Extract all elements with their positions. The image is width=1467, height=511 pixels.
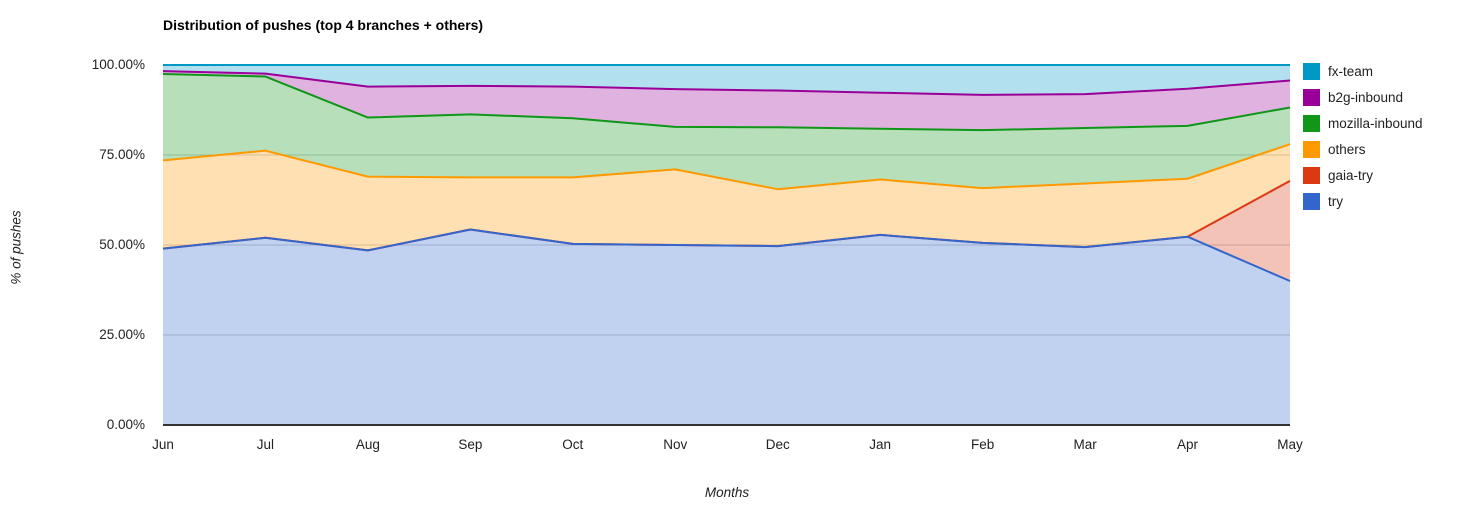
legend-label: b2g-inbound bbox=[1328, 90, 1404, 105]
x-tick-label: Mar bbox=[1073, 437, 1097, 452]
line-try bbox=[162, 228, 1291, 282]
area-others bbox=[163, 144, 1290, 251]
area-mozilla-inbound bbox=[163, 74, 1290, 190]
x-tick-label: Jan bbox=[869, 437, 892, 452]
x-tick-label: May bbox=[1277, 437, 1303, 452]
line-others bbox=[162, 143, 1291, 191]
x-axis-title: Months bbox=[704, 485, 750, 500]
stacked-area-plot bbox=[162, 64, 1291, 426]
legend-label: others bbox=[1328, 142, 1366, 157]
area-try bbox=[163, 229, 1290, 425]
x-tick-label: Dec bbox=[765, 437, 790, 452]
legend-item-fx-team: fx-team bbox=[1303, 63, 1423, 80]
legend: fx-team b2g-inbound mozilla-inbound others g… bbox=[1303, 63, 1423, 219]
legend-swatch-b2g-inbound bbox=[1303, 89, 1320, 106]
legend-label: mozilla-inbound bbox=[1328, 116, 1423, 131]
y-tick-label: 0.00% bbox=[106, 417, 145, 432]
legend-label: try bbox=[1328, 194, 1343, 209]
y-tick-label: 75.00% bbox=[99, 147, 145, 162]
legend-label: gaia-try bbox=[1328, 168, 1374, 183]
legend-swatch-fx-team bbox=[1303, 63, 1320, 80]
line-mozilla-inbound bbox=[162, 73, 1291, 132]
legend-item-mozilla-inbound: mozilla-inbound bbox=[1303, 115, 1423, 132]
area-fx-team bbox=[163, 65, 1290, 95]
x-tick-label: Jul bbox=[256, 437, 275, 452]
y-tick-label: 25.00% bbox=[99, 327, 145, 342]
area-b2g-inbound bbox=[163, 71, 1290, 131]
x-tick-label: Sep bbox=[458, 437, 483, 452]
legend-item-gaia-try: gaia-try bbox=[1303, 167, 1423, 184]
x-tick-label: Aug bbox=[355, 437, 380, 452]
x-tick-label: Oct bbox=[562, 437, 584, 452]
x-tick-label: Nov bbox=[663, 437, 688, 452]
x-tick-label: Apr bbox=[1177, 437, 1199, 452]
legend-item-b2g-inbound: b2g-inbound bbox=[1303, 89, 1423, 106]
chart-title: Distribution of pushes (top 4 branches +… bbox=[163, 17, 484, 33]
y-axis-title: % of pushes bbox=[8, 210, 24, 285]
legend-swatch-others bbox=[1303, 141, 1320, 158]
x-tick-label: Jun bbox=[152, 437, 174, 452]
legend-swatch-try bbox=[1303, 193, 1320, 210]
legend-label: fx-team bbox=[1328, 64, 1374, 79]
x-tick-label: Feb bbox=[970, 437, 995, 452]
legend-swatch-gaia-try bbox=[1303, 167, 1320, 184]
legend-swatch-mozilla-inbound bbox=[1303, 115, 1320, 132]
y-tick-label: 50.00% bbox=[99, 237, 145, 252]
legend-item-try: try bbox=[1303, 193, 1423, 210]
y-tick-label: 100.00% bbox=[91, 57, 145, 72]
line-b2g-inbound bbox=[162, 70, 1291, 96]
legend-item-others: others bbox=[1303, 141, 1423, 158]
